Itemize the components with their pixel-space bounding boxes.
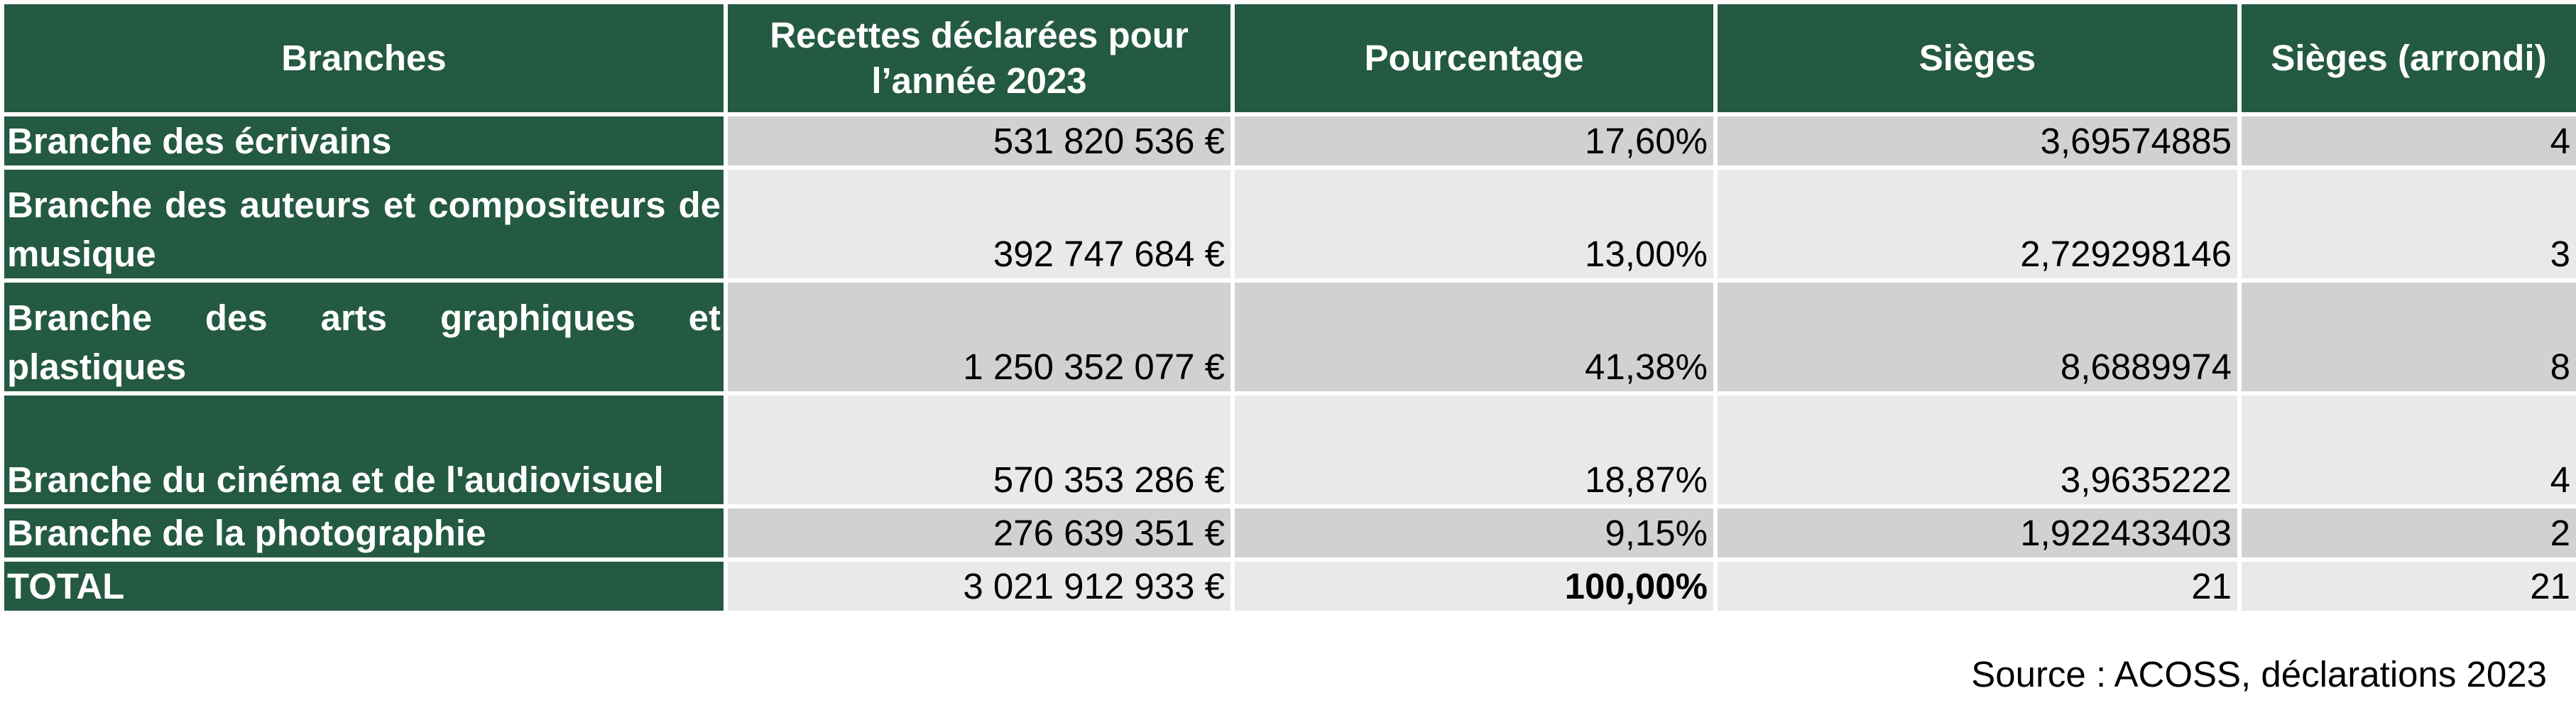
table-row: Branche des auteurs et compositeurs de m… [0,165,2576,283]
branch-cell: Branche des auteurs et compositeurs de m… [0,165,728,283]
sieges-cell: 8,6889974 [1713,278,2242,396]
recettes-cell: 531 820 536 € [724,112,1235,170]
recettes-cell: 392 747 684 € [724,165,1235,283]
table-row: Branche des arts graphiques et plastique… [0,278,2576,396]
header-sieges: Sièges [1713,0,2242,116]
recettes-cell: 276 639 351 € [724,504,1235,562]
pourcentage-cell: 41,38% [1230,278,1718,396]
table-row: Branche de la photographie 276 639 351 €… [0,504,2576,562]
total-label: TOTAL [0,557,728,615]
pourcentage-cell: 18,87% [1230,391,1718,508]
seats-table-wrapper: Branches Recettes déclarées pour l’année… [0,0,2576,615]
sieges-arrondi-cell: 4 [2237,391,2576,508]
sieges-arrondi-cell: 8 [2237,278,2576,396]
header-pourcentage: Pourcentage [1230,0,1718,116]
branch-cell: Branche des arts graphiques et plastique… [0,278,728,396]
table-header-row: Branches Recettes déclarées pour l’année… [0,0,2576,116]
pourcentage-cell: 13,00% [1230,165,1718,283]
branch-cell: Branche des écrivains [0,112,728,170]
sieges-cell: 1,922433403 [1713,504,2242,562]
table-row: Branche du cinéma et de l'audiovisuel 57… [0,391,2576,508]
seats-table: Branches Recettes déclarées pour l’année… [0,0,2576,615]
header-recettes: Recettes déclarées pour l’année 2023 [724,0,1235,116]
sieges-cell: 3,69574885 [1713,112,2242,170]
header-sieges-arrondi: Sièges (arrondi) [2237,0,2576,116]
total-pourcentage: 100,00% [1230,557,1718,615]
pourcentage-cell: 17,60% [1230,112,1718,170]
sieges-arrondi-cell: 2 [2237,504,2576,562]
total-row: TOTAL 3 021 912 933 € 100,00% 21 21 [0,557,2576,615]
branch-cell: Branche du cinéma et de l'audiovisuel [0,391,728,508]
total-sieges-arrondi: 21 [2237,557,2576,615]
recettes-cell: 1 250 352 077 € [724,278,1235,396]
branch-cell: Branche de la photographie [0,504,728,562]
recettes-cell: 570 353 286 € [724,391,1235,508]
table-row: Branche des écrivains 531 820 536 € 17,6… [0,112,2576,170]
total-recettes: 3 021 912 933 € [724,557,1235,615]
source-note: Source : ACOSS, déclarations 2023 [1971,654,2547,694]
total-sieges: 21 [1713,557,2242,615]
sieges-arrondi-cell: 3 [2237,165,2576,283]
sieges-cell: 3,9635222 [1713,391,2242,508]
header-branches: Branches [0,0,728,116]
sieges-arrondi-cell: 4 [2237,112,2576,170]
pourcentage-cell: 9,15% [1230,504,1718,562]
sieges-cell: 2,729298146 [1713,165,2242,283]
